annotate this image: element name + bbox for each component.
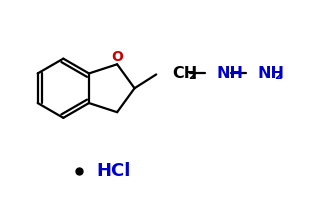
Text: HCl: HCl [96,162,130,180]
Text: CH: CH [172,66,197,81]
Text: O: O [111,50,123,64]
Text: 2: 2 [274,71,282,81]
Text: NH: NH [258,66,285,81]
Text: 2: 2 [188,71,196,81]
Text: NH: NH [216,66,243,81]
